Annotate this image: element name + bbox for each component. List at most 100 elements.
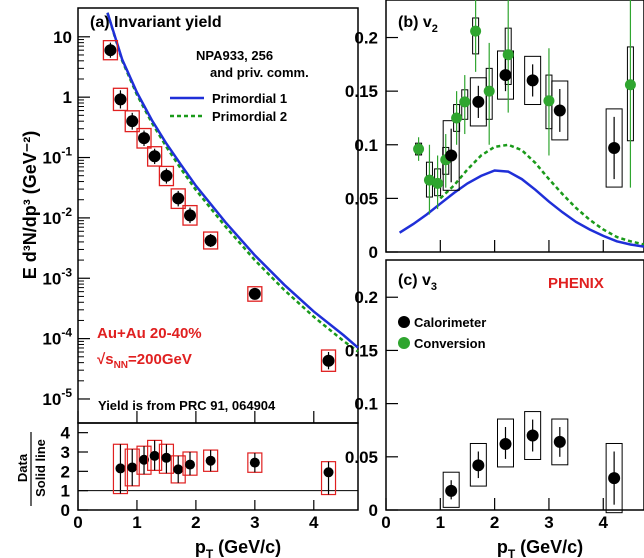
ratio-ylabel-bottom: Solid line: [33, 439, 48, 497]
v3-calorimeter-syst-box: [551, 418, 569, 466]
yield-ytick-base: 10: [42, 390, 61, 409]
ratio-data-point: [173, 464, 184, 475]
ratio-data-point: [323, 467, 334, 478]
legend-conversion: Conversion: [414, 336, 486, 351]
yield-ytick-base: 10: [42, 330, 61, 349]
ratio-ytick-label: 4: [61, 424, 71, 443]
yield-ytick-base: 10: [42, 209, 61, 228]
ratio-data-point: [149, 450, 160, 461]
v2-primordial-2-curve: [439, 143, 644, 246]
v3-calorimeter-syst-box: [524, 411, 542, 460]
yield-ytick-base: 10: [53, 28, 72, 47]
yield-ytick-label: 10-3: [42, 265, 72, 288]
v2-title-sub: 2: [432, 23, 438, 35]
v3-calorimeter-syst-box: [496, 418, 514, 468]
yield-ytick-exp: -2: [61, 205, 72, 219]
v2-calorimeter-syst-box: [551, 80, 569, 141]
ratio-xtick-label: 3: [250, 513, 259, 532]
v2-calorimeter-syst-box: [524, 55, 542, 106]
yield-ytick-base: 10: [42, 269, 61, 288]
ratio-ytick-label: 2: [61, 462, 70, 481]
ratio-data-point: [205, 455, 216, 466]
ratio-ytick-label: 0: [61, 501, 70, 520]
yield-ytick-exp: -1: [61, 145, 72, 159]
v3-calorimeter-point: [499, 438, 512, 451]
v2-conversion-point: [483, 85, 495, 97]
yield-syst-box: [136, 127, 152, 149]
yield-ytick-label: 10-5: [42, 386, 72, 409]
yield-syst-box: [247, 286, 263, 302]
v3-ytick-label: 0.2: [354, 288, 378, 307]
ratio-data-point: [139, 454, 150, 465]
legend-primordial-2: Primordial 2: [212, 109, 287, 124]
yield-ytick-base: 1: [63, 88, 72, 107]
v3-ytick-label: 0.1: [354, 395, 378, 414]
v2-conversion-point: [432, 177, 444, 189]
source-text: Yield is from PRC 91, 064904: [98, 398, 276, 413]
yield-data-point: [204, 234, 217, 247]
v3-calorimeter-point: [445, 484, 458, 497]
legend-marker-conversion: [398, 337, 410, 349]
ratio-xlabel-unit: (GeV/c): [213, 537, 281, 557]
v3-xtick-label: 4: [599, 513, 609, 532]
yield-data-point: [322, 354, 335, 367]
yield-data-point: [248, 287, 261, 300]
yield-syst-box: [158, 165, 175, 187]
v2-ytick-label: 0: [369, 243, 378, 262]
yield-ytick-label: 10-2: [42, 205, 72, 228]
v3-xtick-label: 0: [381, 513, 390, 532]
v3-xtick-label: 1: [436, 513, 445, 532]
v2-calorimeter-point: [499, 69, 512, 82]
yield-data-point: [104, 44, 117, 57]
yield-syst-box: [182, 204, 198, 226]
legend-marker-calorimeter: [398, 316, 410, 328]
v2-calorimeter-point: [526, 74, 539, 87]
v3-xlabel-main: p: [497, 537, 508, 557]
v3-title-sub: 3: [431, 281, 437, 293]
v2-ytick-label: 0.2: [354, 29, 378, 48]
v2-calorimeter-point: [608, 141, 621, 154]
v2-conversion-point: [451, 112, 463, 124]
v2-conversion-point: [502, 49, 514, 61]
v3-ytick-label: 0.05: [345, 448, 378, 467]
yield-ytick-label: 10-1: [42, 145, 72, 168]
ratio-xtick-label: 0: [73, 513, 82, 532]
v2-title: (b) v2: [398, 14, 438, 35]
ratio-ytick-label: 3: [61, 443, 70, 462]
yield-data-point: [114, 93, 127, 106]
yield-ytick-label: 10-4: [42, 326, 72, 349]
yield-ytick-base: 10: [42, 149, 61, 168]
ratio-data-point: [185, 459, 195, 470]
ratio-ylabel-top: Data: [15, 453, 30, 482]
yield-ytick-exp: -4: [61, 326, 72, 340]
v2-primordial-1-curve: [398, 169, 644, 248]
yield-ylabel: E d³N/dp³ (GeV⁻²): [20, 131, 40, 279]
v2-conversion-point: [470, 25, 482, 37]
experiment-label: PHENIX: [548, 275, 604, 292]
yield-ytick-exp: -5: [61, 386, 72, 400]
v3-calorimeter-point: [553, 435, 566, 448]
yield-syst-box: [102, 40, 119, 61]
ratio-data-point: [115, 463, 126, 474]
ratio-xtick-label: 1: [132, 513, 141, 532]
yield-syst-box: [146, 146, 163, 167]
v2-ytick-label: 0.15: [345, 82, 378, 101]
v2-frame: [385, 0, 644, 253]
v2-calorimeter-point: [445, 149, 458, 162]
energy-label: √sNN=200GeV: [97, 351, 192, 371]
primordial-1-curve: [106, 12, 359, 349]
v3-xlabel-sub: T: [508, 547, 516, 558]
v3-ytick-label: 0: [369, 501, 378, 520]
ratio-data-point: [127, 462, 138, 473]
ratio-xtick-label: 2: [191, 513, 200, 532]
v3-calorimeter-syst-box: [442, 471, 460, 508]
energy-prefix: √s: [97, 351, 114, 368]
v3-xtick-label: 2: [490, 513, 499, 532]
ratio-xlabel-sub: T: [206, 547, 214, 558]
v3-xlabel: pT (GeV/c): [497, 537, 583, 558]
v3-title: (c) v3: [398, 272, 437, 293]
yield-syst-box: [170, 188, 186, 210]
ratio-frame: [77, 422, 359, 511]
ratio-data-point: [249, 457, 260, 468]
v2-ytick-label: 0.05: [345, 189, 378, 208]
